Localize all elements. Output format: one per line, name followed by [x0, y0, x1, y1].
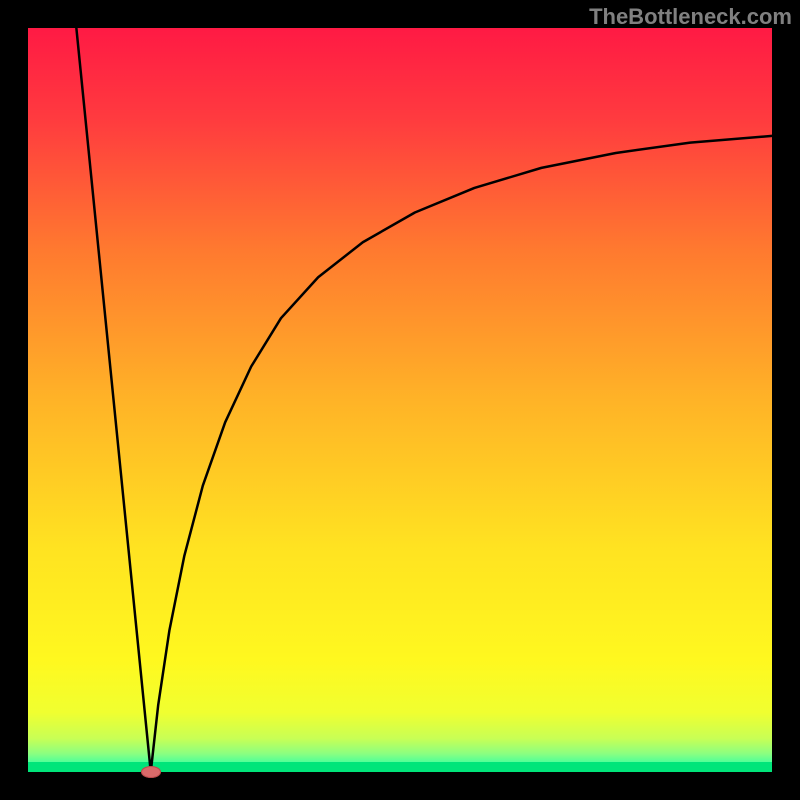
- curve-svg: [28, 28, 772, 772]
- frame-right: [772, 0, 800, 800]
- plot-area: [28, 28, 772, 772]
- watermark-text: TheBottleneck.com: [589, 4, 792, 30]
- frame-bottom: [0, 772, 800, 800]
- bottleneck-curve: [76, 28, 772, 772]
- optimum-marker: [141, 766, 161, 778]
- frame-left: [0, 0, 28, 800]
- chart-container: TheBottleneck.com: [0, 0, 800, 800]
